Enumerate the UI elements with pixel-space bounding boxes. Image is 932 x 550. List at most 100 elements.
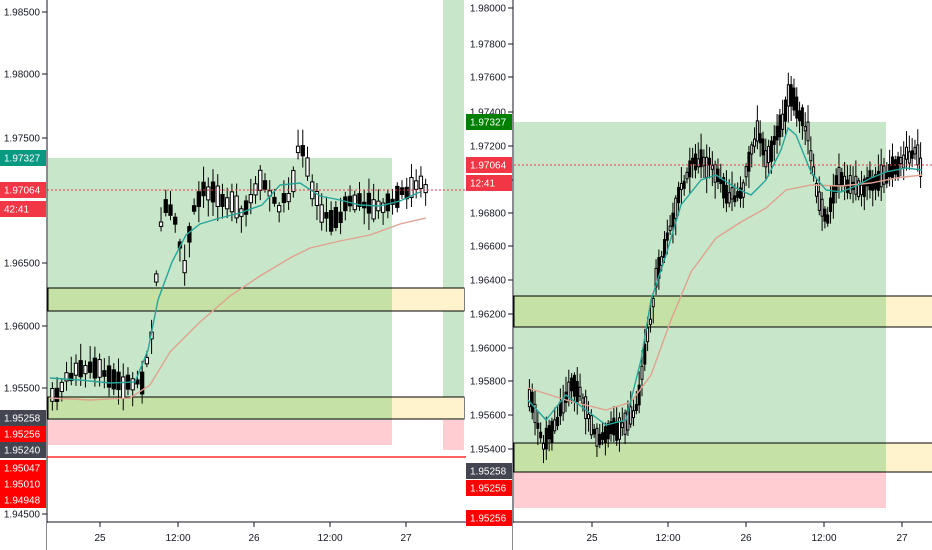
candle <box>617 417 621 440</box>
candle <box>225 197 230 210</box>
price-axis-label: 1.97600 <box>470 73 507 84</box>
candle <box>890 156 894 179</box>
candle <box>665 232 669 241</box>
stop-loss-zone <box>514 472 886 508</box>
candle <box>784 99 788 122</box>
candle <box>710 164 714 170</box>
candle <box>834 175 838 193</box>
price-badge-label: 1.95256 <box>470 484 507 495</box>
candle <box>893 159 897 175</box>
candle <box>831 185 835 204</box>
candle <box>696 158 700 168</box>
candle <box>570 377 574 392</box>
price-axis-label: 1.98000 <box>470 4 507 15</box>
candle <box>589 415 593 436</box>
candle <box>620 422 624 429</box>
price-badge-label: 1.95258 <box>470 467 507 478</box>
right-chart-panel[interactable]: 1.98000 1.97800 1.97600 1.97400 1.97200 1.970… <box>466 0 932 550</box>
supply-demand-zone-upper <box>513 295 932 328</box>
time-axis-label: 12:00 <box>655 533 680 544</box>
price-axis-label: 1.96500 <box>4 259 41 270</box>
candle <box>868 170 872 191</box>
candle <box>905 146 909 160</box>
candle <box>558 401 562 417</box>
candle <box>764 150 768 168</box>
price-axis-label: 1.96400 <box>470 276 507 287</box>
candle <box>660 256 664 266</box>
zone-projection-lower <box>392 397 464 419</box>
price-badge <box>0 201 46 217</box>
candle <box>333 206 339 228</box>
candle <box>789 84 793 107</box>
stop-loss-zone-extension <box>443 420 464 450</box>
candle <box>338 211 343 224</box>
candle <box>206 186 211 201</box>
candle <box>220 194 225 207</box>
time-axis-label: 12:00 <box>317 533 342 544</box>
candle <box>243 200 249 215</box>
candle <box>530 391 534 413</box>
candle <box>651 297 655 308</box>
price-axis-label: 1.98500 <box>4 8 41 19</box>
candle <box>814 182 818 197</box>
price-axis-label: 1.96000 <box>4 322 41 333</box>
price-badge-label: 1.95047 <box>4 464 41 475</box>
candle <box>196 191 201 208</box>
candle <box>913 146 917 155</box>
ema-slow-line <box>527 174 923 411</box>
candle <box>792 87 796 111</box>
time-axis-label: 27 <box>896 533 908 544</box>
candle <box>215 185 220 207</box>
candle <box>724 184 728 204</box>
candle <box>679 182 683 190</box>
supply-demand-zone-lower <box>513 442 932 473</box>
candle <box>272 196 277 204</box>
candle <box>609 421 613 435</box>
candle <box>671 212 675 227</box>
candle <box>357 193 362 207</box>
price-axis-label: 1.97400 <box>470 108 507 119</box>
price-badge-label: 1.95256 <box>470 514 507 525</box>
candle <box>130 378 135 391</box>
price-badge <box>0 426 46 442</box>
candle <box>595 427 599 447</box>
time-axis-label: 27 <box>400 533 412 544</box>
right-chart[interactable]: 1.98000 1.97800 1.97600 1.97400 1.97200 1.970… <box>466 0 932 550</box>
left-chart-panel[interactable]: 1.98500 1.98000 1.97500 1.96500 1.96000 1.955… <box>0 0 466 550</box>
candle <box>677 186 681 204</box>
candle <box>775 125 779 141</box>
candle <box>668 225 672 232</box>
left-chart[interactable]: 1.98500 1.98000 1.97500 1.96500 1.96000 1.955… <box>0 0 466 550</box>
candle <box>708 157 712 166</box>
candle <box>324 212 329 219</box>
price-axis-label: 1.95800 <box>470 377 507 388</box>
candle <box>769 140 773 162</box>
candle <box>809 150 813 162</box>
candle <box>168 204 173 216</box>
candle <box>347 195 353 207</box>
price-badge-label: 1.97064 <box>4 186 41 197</box>
candle <box>919 157 923 177</box>
price-badge <box>0 410 46 426</box>
candle <box>106 365 112 388</box>
candle <box>882 165 886 185</box>
candle <box>300 145 305 157</box>
candle <box>629 406 633 425</box>
price-axis-label: 1.96000 <box>470 344 507 355</box>
candle <box>352 194 357 211</box>
candle <box>584 396 588 420</box>
candle <box>544 427 548 450</box>
candle <box>606 423 610 440</box>
candle <box>73 362 79 376</box>
price-badge <box>466 510 512 526</box>
candle <box>187 226 192 243</box>
candle <box>916 144 920 166</box>
price-badge-label: 1.97327 <box>470 118 507 129</box>
candle <box>234 195 239 219</box>
candle <box>767 145 771 164</box>
candle <box>713 164 717 183</box>
price-badge <box>466 463 512 479</box>
candle <box>366 192 372 214</box>
price-axis-label: 1.96800 <box>470 209 507 220</box>
candle <box>820 198 824 217</box>
